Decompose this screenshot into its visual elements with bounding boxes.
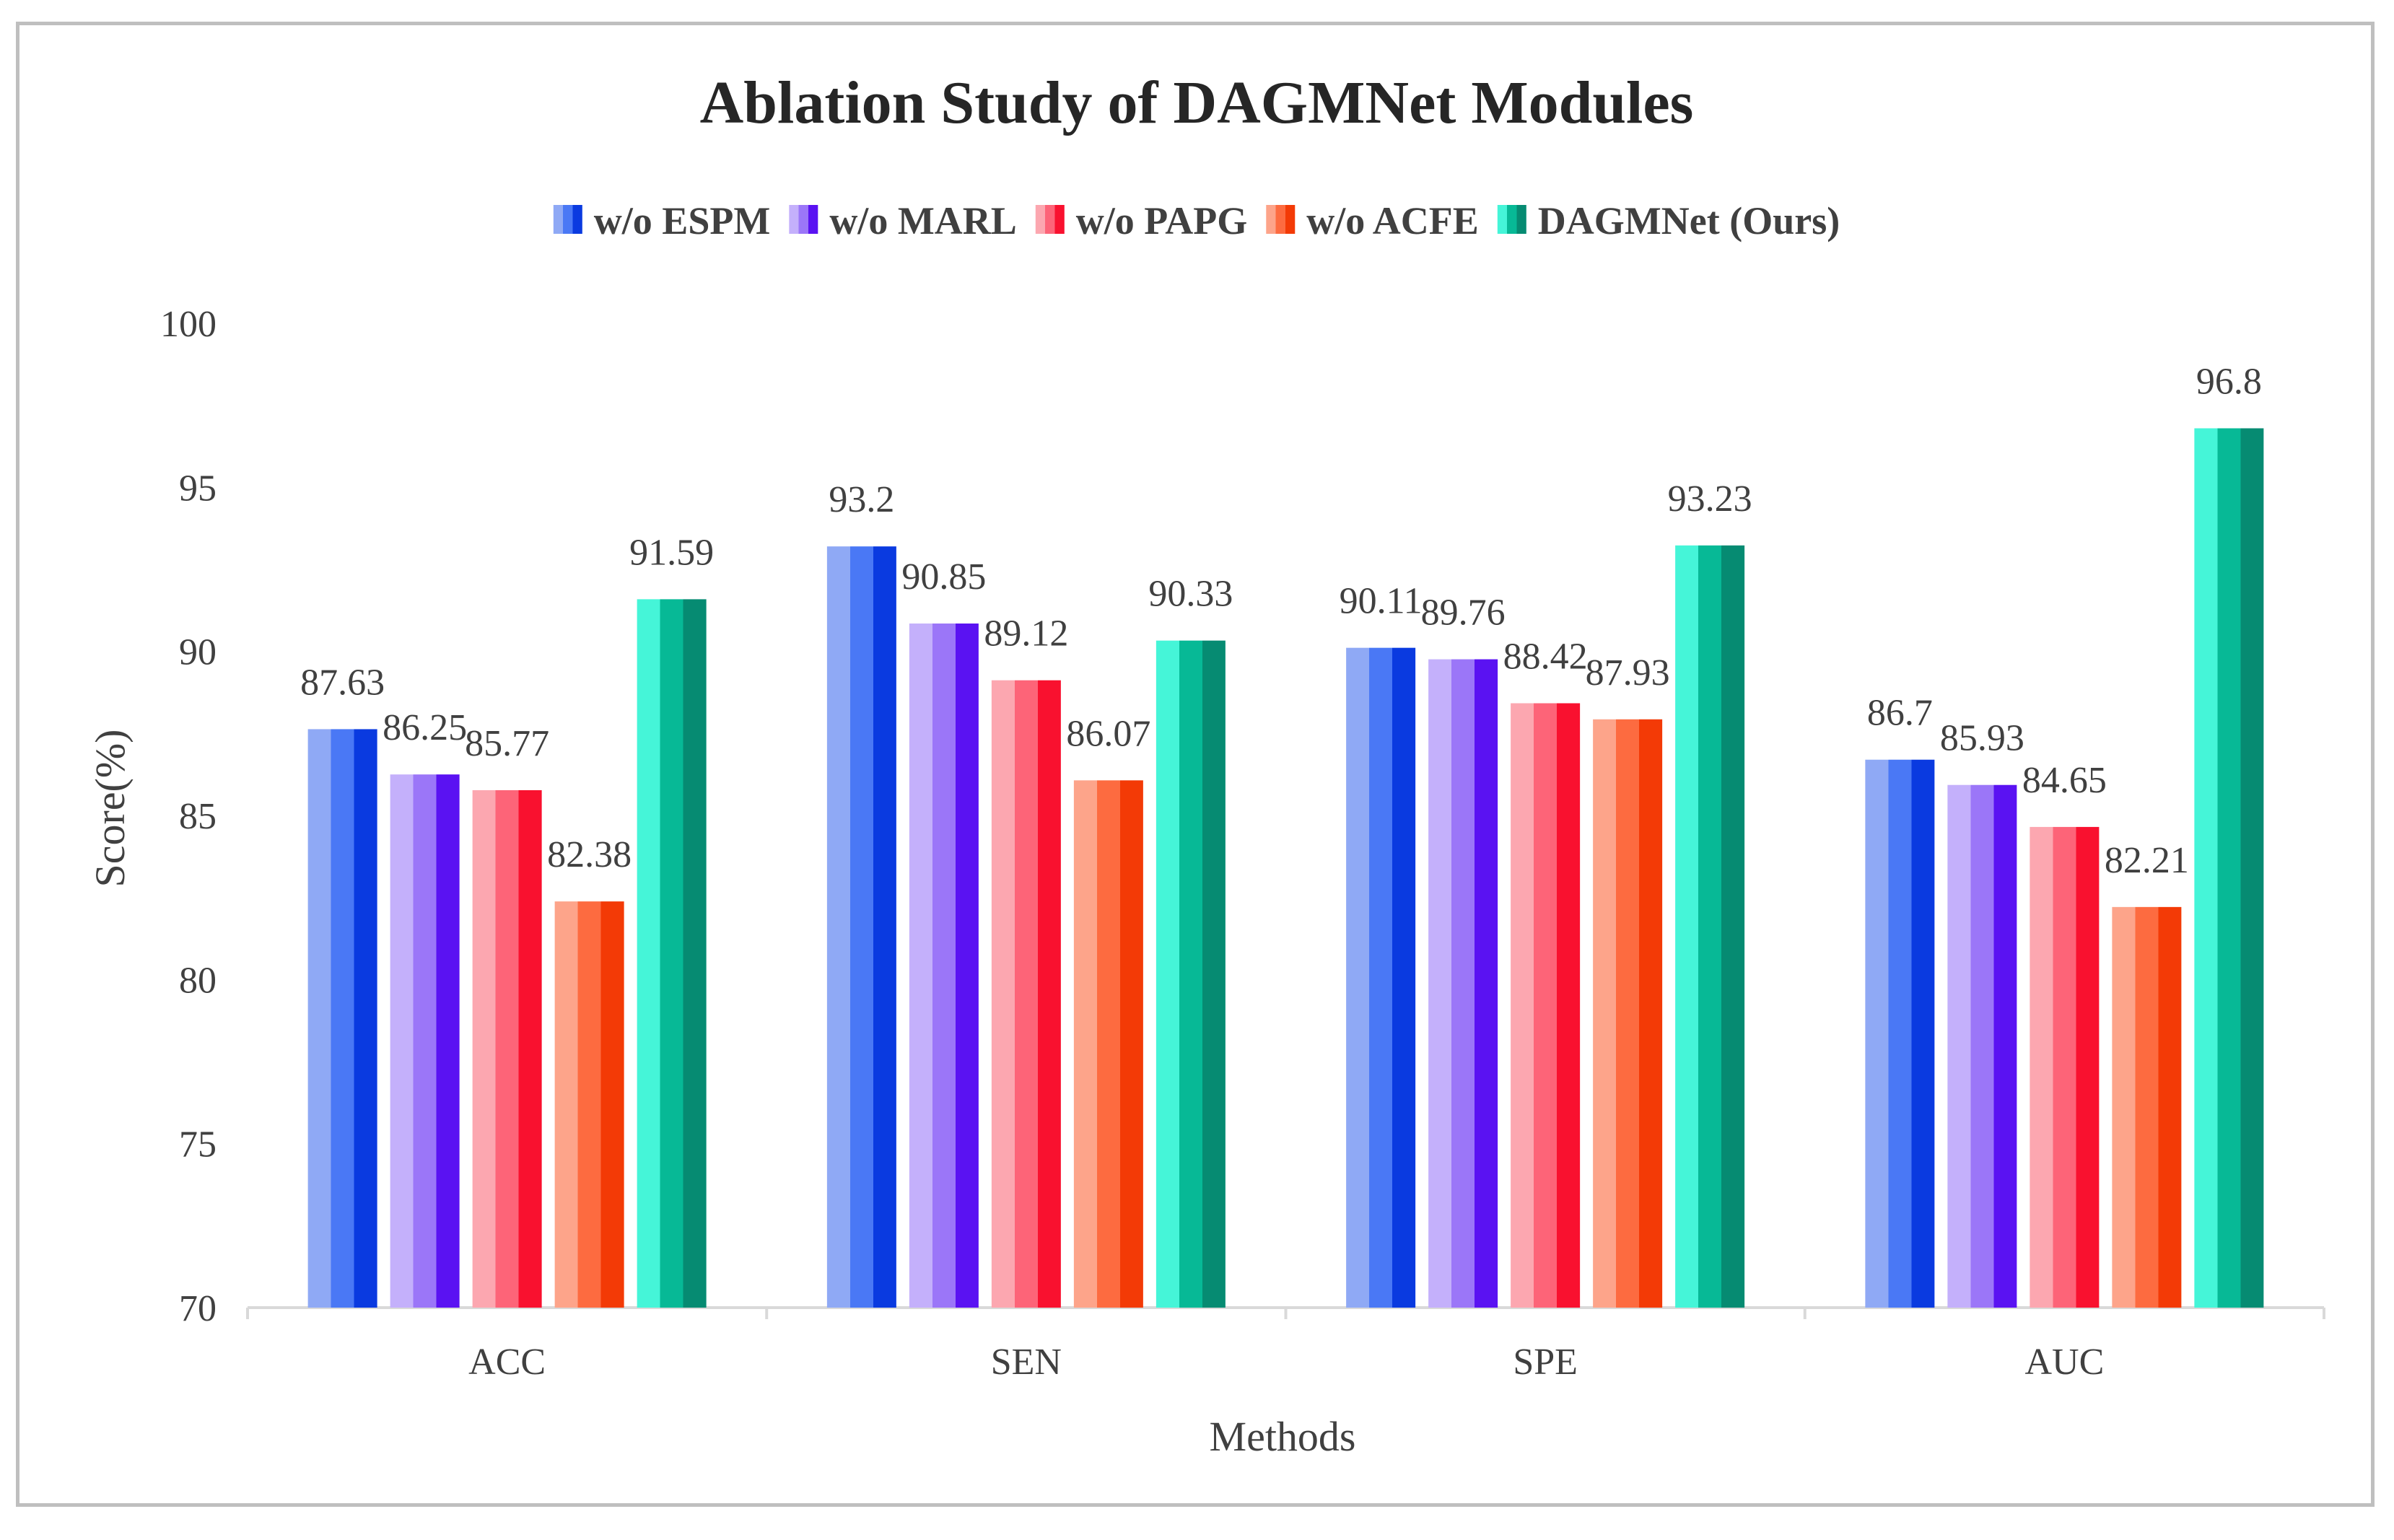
- bar-w-o-marl-acc: [390, 774, 460, 1308]
- legend-swatch-w-o-acfe: [1266, 205, 1296, 234]
- x-axis: ACC SEN SPE AUC: [246, 1306, 2325, 1383]
- y-tick-label-75: 75: [179, 1124, 217, 1165]
- y-tick-label-90: 90: [179, 632, 217, 673]
- y-tick-label-95: 95: [179, 468, 217, 509]
- value-label-w-o-acfe-auc: 82.21: [2105, 840, 2189, 881]
- y-tick-label-70: 70: [179, 1288, 217, 1329]
- value-label-w-o-espm-spe: 90.11: [1340, 581, 1423, 622]
- bar-w-o-papg-spe: [1511, 703, 1581, 1308]
- bar-dagmnet-ours-spe: [1675, 545, 1745, 1308]
- value-label-w-o-papg-sen: 89.12: [984, 613, 1068, 655]
- value-label-w-o-espm-acc: 87.63: [300, 662, 385, 703]
- bar-w-o-acfe-sen: [1073, 780, 1143, 1308]
- legend-swatch-w-o-marl: [789, 205, 818, 234]
- chart-title: Ablation Study of DAGMNet Modules: [700, 69, 1694, 136]
- value-label-dagmnet-ours-spe: 93.23: [1668, 478, 1752, 520]
- bar-w-o-espm-spe: [1346, 647, 1416, 1308]
- bar-w-o-espm-auc: [1865, 759, 1935, 1308]
- value-label-w-o-marl-spe: 89.76: [1421, 592, 1506, 634]
- legend-label-dagmnet-ours: DAGMNet (Ours): [1538, 199, 1840, 242]
- y-axis-title: Score(%): [87, 729, 134, 887]
- bar-w-o-papg-auc: [2030, 826, 2100, 1308]
- value-label-w-o-acfe-spe: 87.93: [1586, 652, 1670, 694]
- bar-w-o-papg-acc: [472, 789, 542, 1308]
- x-tick-label-spe: SPE: [1513, 1342, 1578, 1383]
- bars: [307, 428, 2264, 1308]
- value-label-w-o-papg-spe: 88.42: [1503, 636, 1588, 678]
- bar-w-o-acfe-spe: [1593, 719, 1663, 1308]
- x-tick-label-sen: SEN: [991, 1342, 1062, 1383]
- y-tick-label-80: 80: [179, 960, 217, 1001]
- legend-label-w-o-marl: w/o MARL: [829, 199, 1016, 242]
- x-tick-label-acc: ACC: [468, 1342, 546, 1383]
- legend-swatch-w-o-espm: [553, 205, 582, 234]
- value-label-w-o-papg-acc: 85.77: [465, 723, 549, 764]
- bar-dagmnet-ours-acc: [637, 599, 707, 1308]
- bar-w-o-acfe-acc: [554, 901, 624, 1308]
- legend: w/o ESPM w/o MARL w/o PAPG w/o ACFE DAGMNet …: [553, 199, 1840, 242]
- value-label-w-o-marl-auc: 85.93: [1940, 718, 2024, 759]
- y-tick-label-85: 85: [179, 796, 217, 837]
- value-label-w-o-acfe-acc: 82.38: [547, 834, 632, 875]
- value-label-w-o-espm-auc: 86.7: [1867, 693, 1933, 734]
- value-label-w-o-papg-auc: 84.65: [2022, 760, 2107, 801]
- y-axis: 70 75 80 85 90 95 100: [160, 304, 217, 1329]
- bar-w-o-espm-acc: [307, 729, 377, 1308]
- legend-label-w-o-espm: w/o ESPM: [594, 199, 771, 242]
- value-label-w-o-espm-sen: 93.2: [829, 479, 894, 520]
- legend-label-w-o-papg: w/o PAPG: [1076, 199, 1247, 242]
- value-label-dagmnet-ours-auc: 96.8: [2196, 361, 2262, 402]
- x-axis-title: Methods: [1210, 1413, 1356, 1460]
- bar-w-o-acfe-auc: [2112, 906, 2182, 1308]
- legend-swatch-w-o-papg: [1035, 205, 1065, 234]
- bar-w-o-marl-auc: [1947, 784, 2017, 1308]
- legend-label-w-o-acfe: w/o ACFE: [1306, 199, 1479, 242]
- x-tick-label-auc: AUC: [2024, 1342, 2104, 1383]
- bar-dagmnet-ours-auc: [2194, 428, 2264, 1308]
- bar-w-o-marl-spe: [1428, 659, 1498, 1308]
- value-label-w-o-marl-acc: 86.25: [383, 707, 467, 748]
- bar-dagmnet-ours-sen: [1156, 640, 1226, 1308]
- bar-w-o-papg-sen: [991, 680, 1061, 1308]
- bar-w-o-espm-sen: [826, 546, 896, 1308]
- value-label-w-o-acfe-sen: 86.07: [1066, 713, 1150, 754]
- bar-w-o-marl-sen: [909, 624, 979, 1308]
- value-label-dagmnet-ours-acc: 91.59: [629, 532, 714, 573]
- legend-swatch-dagmnet-ours: [1497, 205, 1526, 234]
- value-label-dagmnet-ours-sen: 90.33: [1148, 574, 1233, 615]
- value-label-w-o-marl-sen: 90.85: [901, 556, 986, 598]
- y-tick-label-100: 100: [160, 304, 217, 345]
